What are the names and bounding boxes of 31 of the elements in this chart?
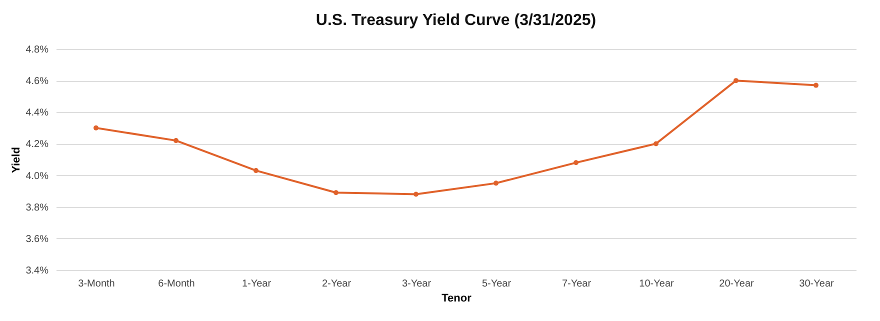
chart-title: U.S. Treasury Yield Curve (3/31/2025)	[316, 12, 596, 29]
point	[254, 168, 258, 174]
y-tick-label: 4.0%	[26, 170, 49, 182]
x-tick-label: 20-Year	[719, 278, 754, 290]
y-tick-label: 4.2%	[26, 139, 49, 150]
y-tick-label: 3.6%	[26, 234, 49, 245]
point	[334, 190, 338, 196]
x-tick-label: 3-Year	[402, 278, 432, 290]
point	[174, 138, 178, 144]
x-tick-label: 6-Month	[158, 278, 195, 290]
y-tick-label: 4.6%	[26, 76, 49, 88]
y-tick-label: 4.4%	[26, 108, 49, 119]
point	[814, 82, 818, 88]
x-tick-label: 5-Year	[482, 278, 512, 290]
y-axis-title: Yield	[10, 147, 23, 173]
x-tick-label: 2-Year	[322, 278, 352, 290]
y-tick-label: 3.8%	[26, 202, 49, 214]
point	[734, 78, 738, 84]
point	[574, 160, 578, 166]
x-tick-label: 30-Year	[799, 278, 834, 290]
point	[654, 141, 658, 146]
x-axis-title: Tenor	[442, 292, 472, 304]
point	[414, 192, 418, 197]
x-tick-label: 1-Year	[242, 278, 272, 290]
x-tick-label: 10-Year	[639, 278, 674, 290]
y-tick-label: 3.4%	[26, 266, 49, 276]
y-tick-label: 4.8%	[26, 44, 49, 56]
x-tick-label: 3-Month	[78, 278, 115, 290]
point	[494, 180, 498, 186]
x-tick-label: 7-Year	[562, 278, 592, 290]
point	[94, 125, 98, 130]
